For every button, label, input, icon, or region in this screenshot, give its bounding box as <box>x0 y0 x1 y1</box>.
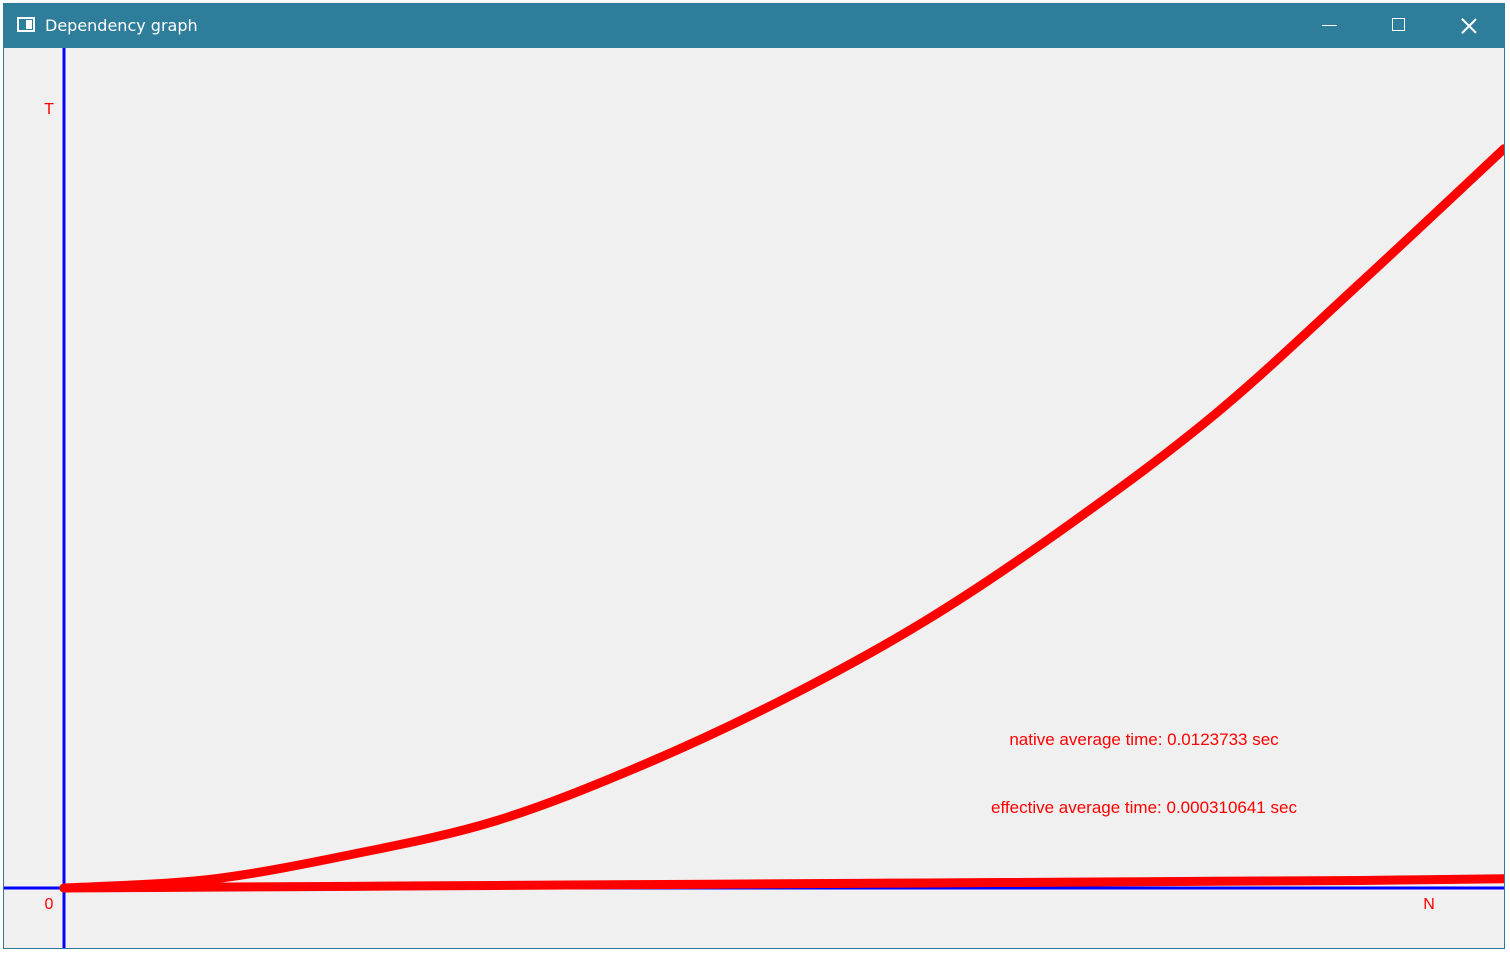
close-icon <box>1461 18 1477 34</box>
minimize-button[interactable] <box>1294 4 1364 48</box>
effective-average-annotation: effective average time: 0.000310641 sec <box>991 798 1297 817</box>
window-title: Dependency graph <box>45 16 198 35</box>
window-app-icon <box>17 17 35 32</box>
app-window: Dependency graph T N 0 native average ti… <box>3 3 1505 949</box>
series-line-effective <box>59 874 1504 893</box>
maximize-button[interactable] <box>1364 4 1434 48</box>
series-line-native <box>59 144 1504 893</box>
title-bar[interactable]: Dependency graph <box>4 4 1504 48</box>
maximize-icon <box>1392 18 1405 31</box>
y-axis-label: T <box>44 101 54 118</box>
close-button[interactable] <box>1434 4 1504 48</box>
minimize-icon <box>1322 25 1337 26</box>
series-group <box>59 144 1504 893</box>
dependency-chart: T N 0 native average time: 0.0123733 sec… <box>4 48 1504 948</box>
x-axis-label: N <box>1423 896 1435 913</box>
native-average-annotation: native average time: 0.0123733 sec <box>1009 730 1279 749</box>
origin-label: 0 <box>45 896 54 913</box>
